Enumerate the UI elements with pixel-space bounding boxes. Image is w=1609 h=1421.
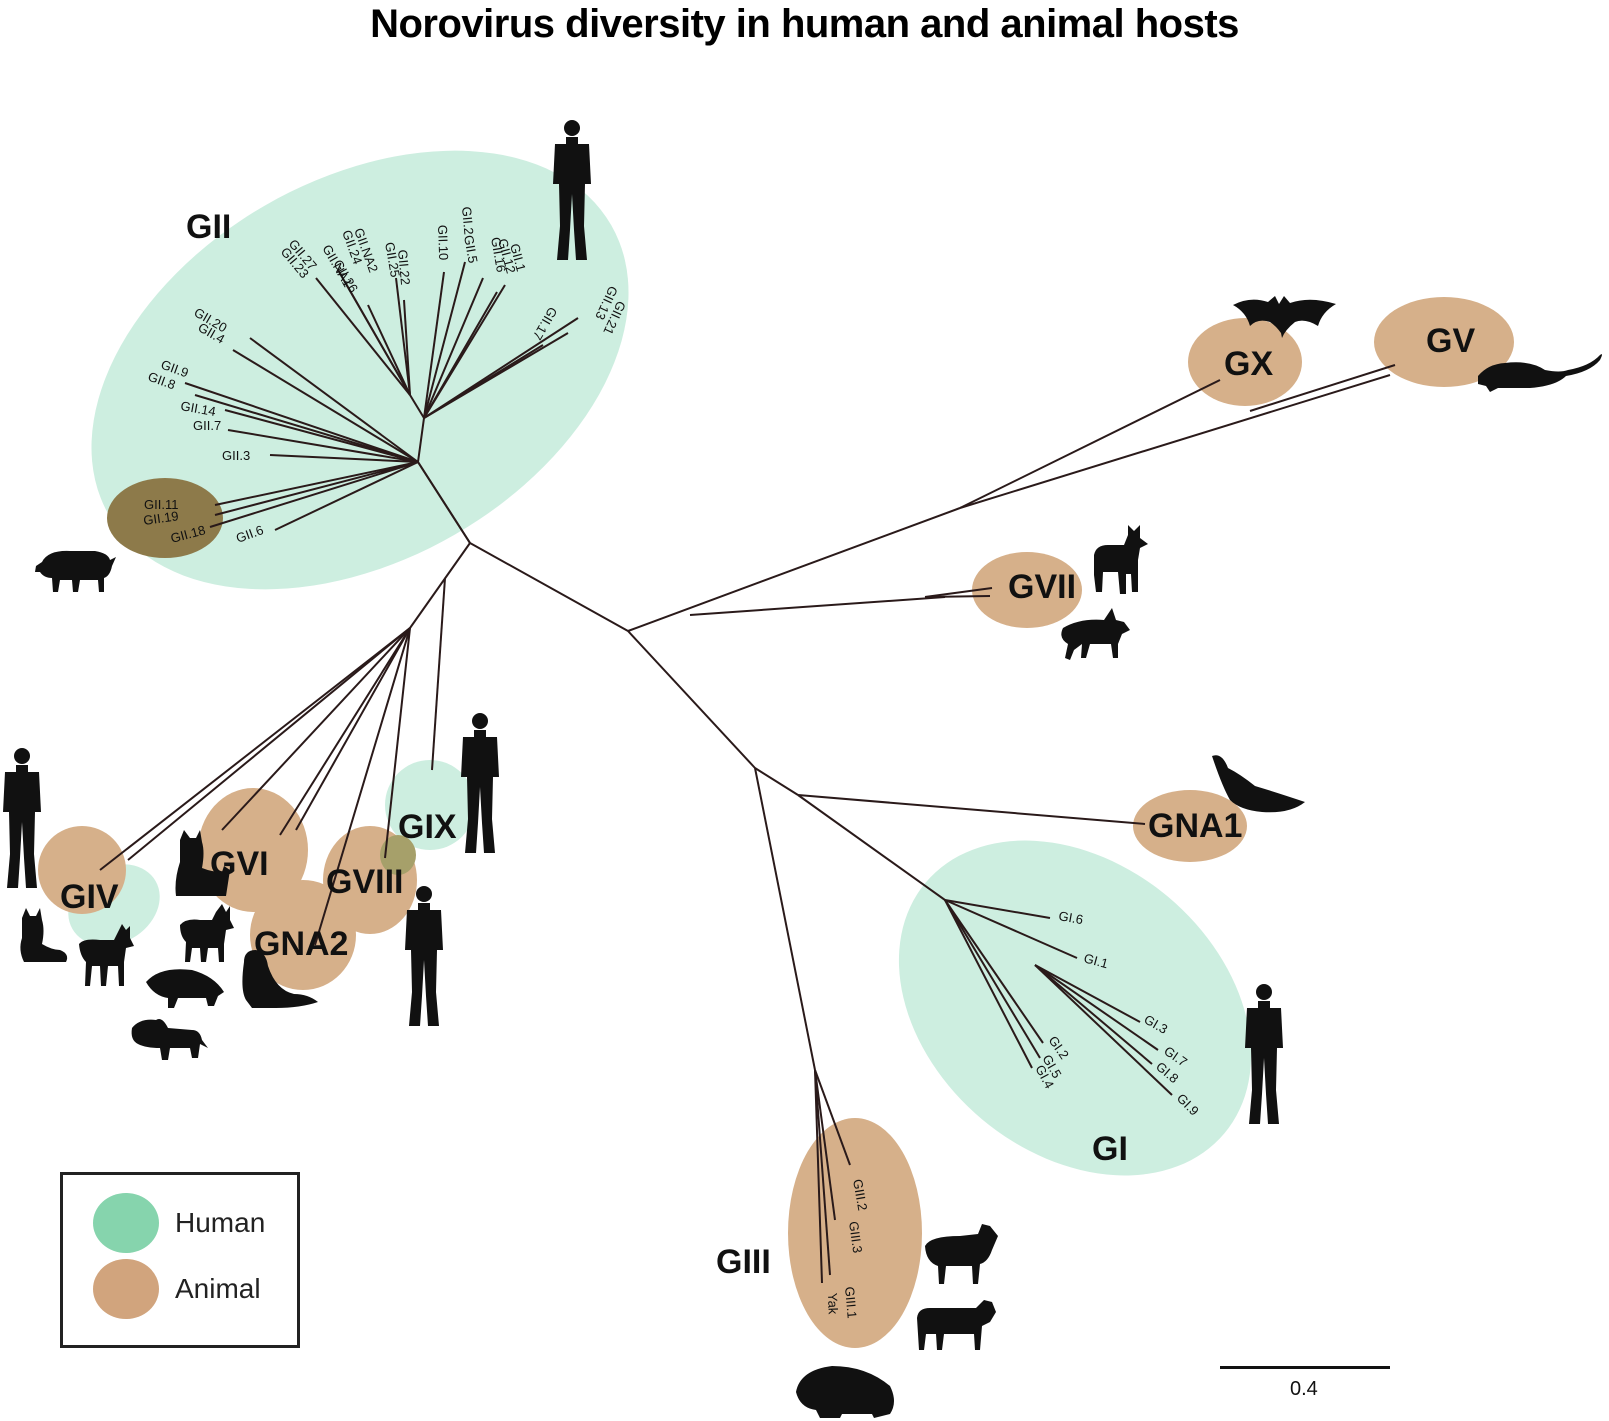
tip-label: GII.3 (222, 448, 250, 463)
label-giii: GIII (716, 1243, 771, 1281)
seal-icon (242, 950, 318, 1008)
giii-ellipse (788, 1118, 922, 1348)
tip-label: GI.1 (1082, 950, 1110, 971)
tip-label: GII.22 (395, 249, 413, 286)
tip-label: GII.7 (193, 418, 221, 433)
sheep-icon (925, 1224, 998, 1284)
bat-icon (1233, 296, 1336, 338)
tree-branches (99, 261, 1396, 1284)
tip-label: GII.19 (142, 508, 179, 528)
host-ellipses (38, 150, 1514, 1348)
label-gvii: GVII (1008, 568, 1076, 606)
tip-label: GII.16 (488, 236, 509, 273)
gii-tip-labels: GII.20 GII.4 GII.9 GII.8 GII.14 GII.7 GI… (142, 206, 629, 546)
tip-label: GI.6 (1057, 908, 1084, 927)
legend-swatch-animal (93, 1259, 159, 1319)
label-gx: GX (1224, 345, 1273, 383)
cow-icon (917, 1300, 996, 1350)
label-gv: GV (1426, 322, 1475, 360)
human-icon (3, 748, 41, 888)
label-giv: GIV (60, 878, 119, 916)
cat-icon (175, 830, 230, 896)
host-silhouettes (3, 120, 1602, 1418)
tip-label: GIII.2 (850, 1178, 870, 1212)
dolphin-icon (1212, 755, 1305, 813)
legend-swatch-human (93, 1193, 159, 1253)
tip-label: GII.1 (507, 242, 529, 273)
giii-tip-labels: GIII.2 GIII.3 GIII.1 Yak (825, 1178, 870, 1319)
tip-label: GII.25 (382, 241, 403, 278)
scale-label: 0.4 (1290, 1378, 1318, 1400)
gvii-ellipse (972, 552, 1082, 628)
gna2-ellipse (250, 880, 356, 990)
tip-label: GIII.1 (842, 1286, 860, 1319)
gna1-ellipse (1133, 790, 1247, 862)
gviii-gix-overlap (380, 835, 416, 875)
tip-label: GII.11 (144, 497, 178, 512)
gx-ellipse (1188, 318, 1302, 406)
gix-ellipse (385, 760, 475, 850)
label-gix: GIX (398, 808, 457, 846)
tip-label: GII.14 (179, 398, 216, 419)
gii-pig-ellipse (107, 478, 223, 558)
legend-label-animal: Animal (175, 1273, 261, 1304)
legend-item-animal: Animal (93, 1259, 261, 1319)
fox-icon (1061, 608, 1130, 660)
cat-icon (20, 908, 68, 962)
dog-icon (180, 904, 234, 962)
figure-title: Norovirus diversity in human and animal … (370, 2, 1239, 46)
muskox-icon (796, 1366, 894, 1418)
legend-label-human: Human (175, 1207, 266, 1238)
tip-label: Yak (825, 1293, 841, 1315)
tip-label: GIII.3 (846, 1220, 865, 1254)
tip-label: GII.5 (461, 234, 481, 264)
legend-item-human: Human (93, 1193, 265, 1253)
gv-ellipse (1374, 297, 1514, 387)
label-gviii: GVIII (326, 863, 403, 901)
label-gna2: GNA2 (254, 925, 348, 963)
dog-icon (79, 924, 134, 986)
tip-label: GII.2 (459, 206, 476, 235)
scale-bar (1220, 1366, 1390, 1369)
label-gna1: GNA1 (1148, 807, 1242, 845)
label-gi: GI (1092, 1130, 1128, 1168)
pig-icon (35, 550, 116, 592)
lion-icon (131, 1019, 208, 1060)
badger-icon (146, 969, 224, 1008)
gii-ellipse (91, 150, 629, 590)
mouse-icon (1478, 354, 1602, 392)
dog-icon (1094, 525, 1148, 594)
label-gii: GII (186, 208, 231, 246)
tip-label: GII.10 (435, 225, 451, 261)
giv-ellipse (38, 826, 126, 914)
gi-ellipse (898, 840, 1252, 1176)
legend: Human Animal (60, 1172, 300, 1348)
